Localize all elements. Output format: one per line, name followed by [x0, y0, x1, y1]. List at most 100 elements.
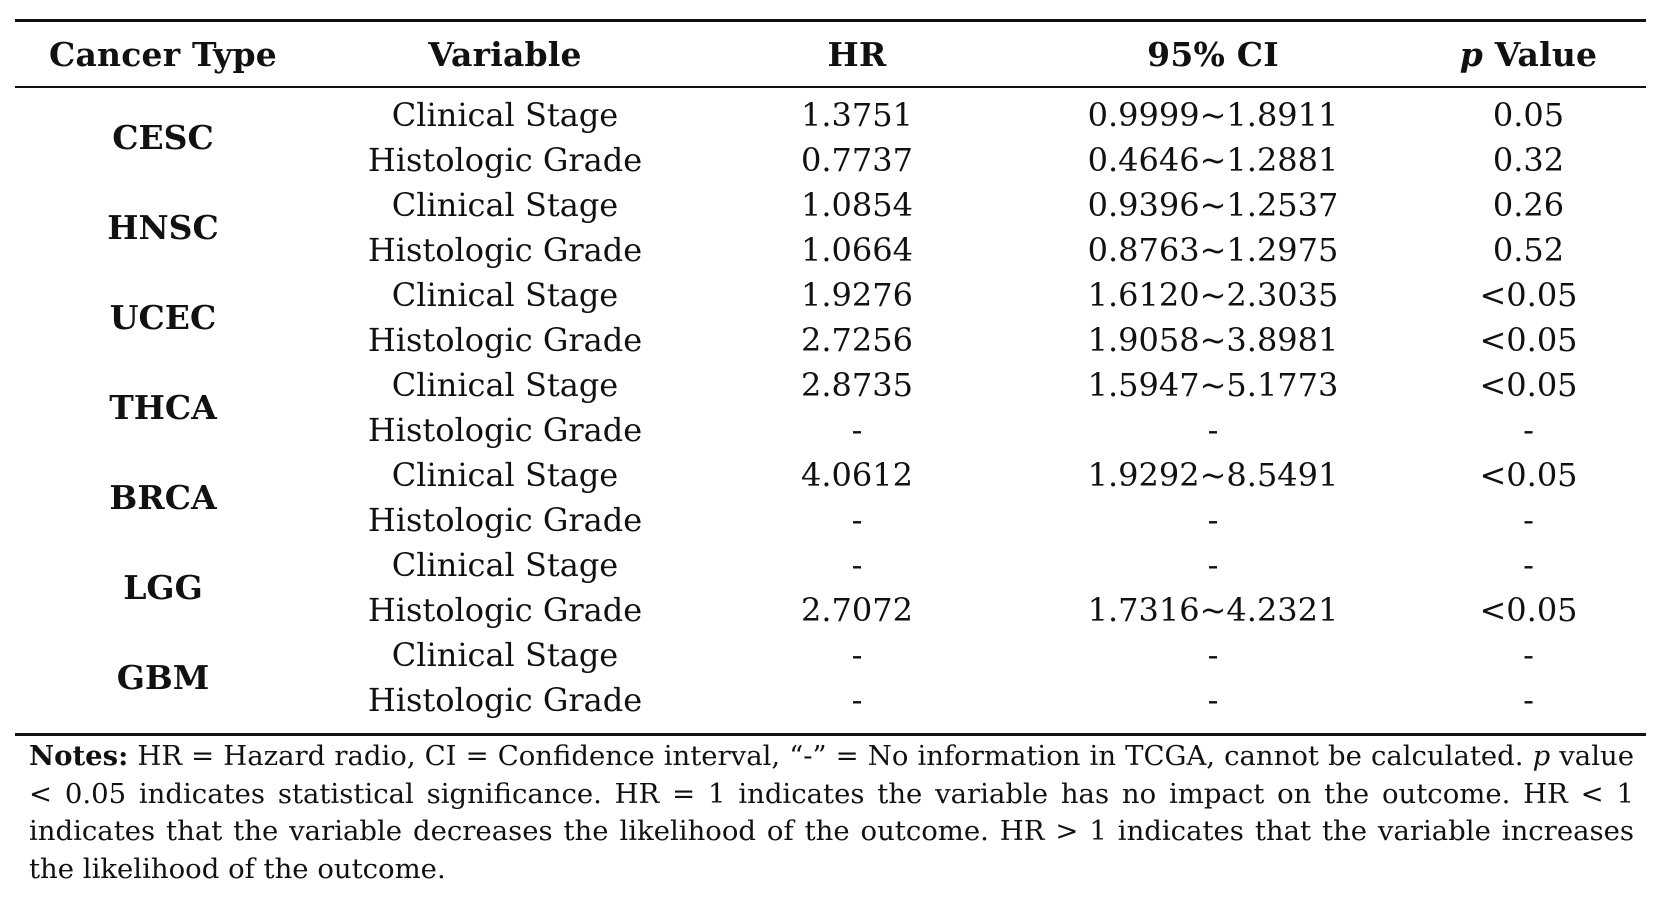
- hr-cell: -: [851, 546, 863, 584]
- notes-text-part1: HR = Hazard radio, CI = Confidence inter…: [128, 740, 1533, 772]
- hr-cell: 2.7256: [801, 321, 913, 359]
- hr-cell: 1.0664: [801, 231, 913, 269]
- variable-cell: Clinical Stage: [391, 366, 619, 404]
- ci-cell: -: [1207, 546, 1219, 584]
- ci-cell: 0.8763~1.2975: [1087, 231, 1339, 269]
- cancer-type-cell: UCEC: [109, 298, 217, 337]
- header-hr: HR: [827, 34, 887, 74]
- cancer-type-cell: HNSC: [107, 208, 219, 247]
- hr-cell: 4.0612: [801, 456, 913, 494]
- variable-cell: Clinical Stage: [391, 546, 619, 584]
- table-header-row: Cancer Type Variable HR 95% CI p Value: [15, 22, 1646, 86]
- p-value-cell: -: [1523, 546, 1534, 584]
- variable-cell: Histologic Grade: [367, 501, 643, 539]
- ci-cell: 0.9396~1.2537: [1087, 186, 1339, 224]
- ci-cell: -: [1207, 636, 1219, 674]
- table-row: Histologic Grade - - -: [311, 678, 1646, 723]
- notes-p-letter: p: [1532, 740, 1551, 772]
- hr-cell: 2.7072: [801, 591, 913, 629]
- p-value-cell: 0.26: [1492, 186, 1565, 224]
- hr-cell: -: [851, 501, 863, 539]
- p-value-cell: 0.05: [1492, 96, 1565, 134]
- ci-cell: -: [1207, 681, 1219, 719]
- table-row: Histologic Grade 2.7256 1.9058~3.8981 <0…: [311, 318, 1646, 363]
- header-p-letter: p: [1459, 34, 1484, 74]
- hr-cell: 1.0854: [801, 186, 913, 224]
- table-row: Clinical Stage 4.0612 1.9292~8.5491 <0.0…: [311, 453, 1646, 498]
- ci-cell: 1.7316~4.2321: [1087, 591, 1339, 629]
- variable-cell: Clinical Stage: [391, 636, 619, 674]
- header-p-rest: Value: [1483, 34, 1598, 74]
- p-value-cell: <0.05: [1479, 591, 1578, 629]
- p-value-cell: 0.52: [1492, 231, 1565, 269]
- hr-cell: -: [851, 636, 863, 674]
- p-value-cell: <0.05: [1479, 456, 1578, 494]
- table-group: THCA Clinical Stage 2.8735 1.5947~5.1773…: [15, 363, 1646, 453]
- notes-text-part2: value < 0.05 indicates statistical signi…: [29, 740, 1634, 885]
- ci-cell: 1.5947~5.1773: [1087, 366, 1339, 404]
- table-row: Histologic Grade - - -: [311, 498, 1646, 543]
- ci-cell: 0.9999~1.8911: [1087, 96, 1339, 134]
- table-top-rule: [15, 19, 1646, 22]
- table-row: Histologic Grade 2.7072 1.7316~4.2321 <0…: [311, 588, 1646, 633]
- cancer-type-cell: THCA: [109, 388, 217, 427]
- cancer-type-cell: BRCA: [109, 478, 217, 517]
- variable-cell: Clinical Stage: [391, 186, 619, 224]
- variable-cell: Histologic Grade: [367, 321, 643, 359]
- table-group: HNSC Clinical Stage 1.0854 0.9396~1.2537…: [15, 183, 1646, 273]
- p-value-cell: -: [1523, 636, 1534, 674]
- header-p-value: p Value: [1411, 35, 1646, 74]
- table-group: BRCA Clinical Stage 4.0612 1.9292~8.5491…: [15, 453, 1646, 543]
- table-row: Clinical Stage 1.9276 1.6120~2.3035 <0.0…: [311, 273, 1646, 318]
- ci-cell: -: [1207, 411, 1219, 449]
- p-value-cell: -: [1523, 501, 1534, 539]
- table-row: Clinical Stage - - -: [311, 543, 1646, 588]
- ci-cell: 1.9292~8.5491: [1087, 456, 1339, 494]
- table-row: Clinical Stage - - -: [311, 633, 1646, 678]
- table-row: Histologic Grade 1.0664 0.8763~1.2975 0.…: [311, 228, 1646, 273]
- table-body: CESC Clinical Stage 1.3751 0.9999~1.8911…: [15, 88, 1646, 723]
- table-row: Histologic Grade 0.7737 0.4646~1.2881 0.…: [311, 138, 1646, 183]
- table-group: CESC Clinical Stage 1.3751 0.9999~1.8911…: [15, 93, 1646, 183]
- p-value-cell: <0.05: [1479, 366, 1578, 404]
- ci-cell: 1.6120~2.3035: [1087, 276, 1339, 314]
- table-group: GBM Clinical Stage - - - Histologic Grad…: [15, 633, 1646, 723]
- cancer-type-cell: CESC: [112, 118, 214, 157]
- table-row: Clinical Stage 1.0854 0.9396~1.2537 0.26: [311, 183, 1646, 228]
- table-bottom-rule: [15, 732, 1646, 736]
- variable-cell: Histologic Grade: [367, 591, 643, 629]
- variable-cell: Histologic Grade: [367, 681, 643, 719]
- table-notes: Notes: HR = Hazard radio, CI = Confidenc…: [29, 738, 1634, 888]
- variable-cell: Histologic Grade: [367, 231, 643, 269]
- hr-cell: -: [851, 411, 863, 449]
- cancer-type-cell: LGG: [123, 568, 203, 607]
- hr-cell: 1.9276: [801, 276, 913, 314]
- p-value-cell: -: [1523, 411, 1534, 449]
- p-value-cell: 0.32: [1492, 141, 1565, 179]
- hr-cell: 0.7737: [801, 141, 913, 179]
- notes-label: Notes:: [29, 740, 129, 772]
- cancer-type-cell: GBM: [116, 658, 210, 697]
- variable-cell: Clinical Stage: [391, 96, 619, 134]
- ci-cell: -: [1207, 501, 1219, 539]
- ci-cell: 1.9058~3.8981: [1087, 321, 1339, 359]
- hr-cell: 1.3751: [801, 96, 913, 134]
- header-ci: 95% CI: [1147, 34, 1279, 74]
- hazard-ratio-table: Cancer Type Variable HR 95% CI p Value C…: [15, 19, 1646, 736]
- variable-cell: Clinical Stage: [391, 276, 619, 314]
- table-group: LGG Clinical Stage - - - Histologic Grad…: [15, 543, 1646, 633]
- p-value-cell: <0.05: [1479, 321, 1578, 359]
- table-row: Histologic Grade - - -: [311, 408, 1646, 453]
- variable-cell: Histologic Grade: [367, 141, 643, 179]
- table-group: UCEC Clinical Stage 1.9276 1.6120~2.3035…: [15, 273, 1646, 363]
- hr-cell: 2.8735: [801, 366, 913, 404]
- variable-cell: Clinical Stage: [391, 456, 619, 494]
- variable-cell: Histologic Grade: [367, 411, 643, 449]
- header-variable: Variable: [428, 34, 582, 74]
- p-value-cell: -: [1523, 681, 1534, 719]
- p-value-cell: <0.05: [1479, 276, 1578, 314]
- ci-cell: 0.4646~1.2881: [1087, 141, 1339, 179]
- table-row: Clinical Stage 1.3751 0.9999~1.8911 0.05: [311, 93, 1646, 138]
- header-cancer-type: Cancer Type: [49, 34, 277, 74]
- hr-cell: -: [851, 681, 863, 719]
